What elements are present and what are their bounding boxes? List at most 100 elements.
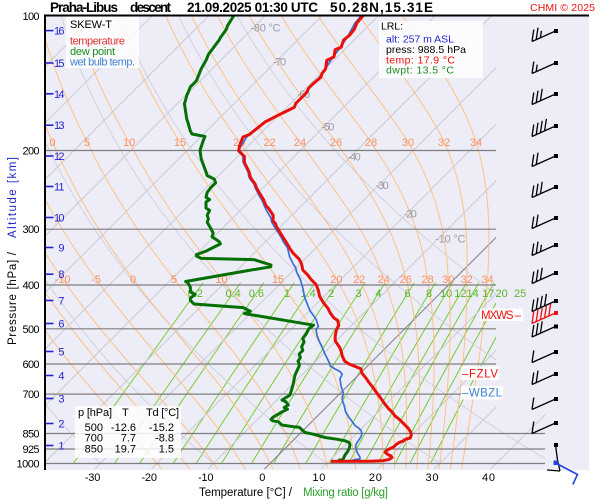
svg-text:24: 24 [294, 137, 306, 149]
svg-text:8: 8 [58, 269, 64, 281]
svg-text:40: 40 [482, 472, 495, 484]
svg-text:100: 100 [23, 11, 40, 23]
svg-text:0: 0 [130, 274, 136, 286]
svg-text:34: 34 [481, 274, 493, 286]
svg-text:MXWS –: MXWS – [481, 310, 522, 322]
svg-text:temp: 17.9 °C: temp: 17.9 °C [386, 55, 455, 67]
svg-text:-30: -30 [85, 472, 101, 484]
svg-text:5: 5 [84, 137, 90, 149]
svg-text:25: 25 [514, 288, 526, 300]
svg-text:wet bulb temp.: wet bulb temp. [69, 57, 135, 69]
svg-text:2: 2 [328, 288, 334, 300]
svg-text:28: 28 [421, 274, 433, 286]
svg-text:3: 3 [355, 288, 361, 300]
svg-text:3: 3 [58, 394, 64, 406]
svg-text:19.7: 19.7 [115, 443, 136, 455]
svg-text:1.5: 1.5 [159, 443, 174, 455]
svg-text:1000: 1000 [17, 459, 40, 471]
svg-text:30: 30 [442, 274, 454, 286]
svg-text:-20: -20 [404, 209, 417, 221]
svg-text:-8.8: -8.8 [155, 433, 174, 445]
svg-text:17: 17 [482, 288, 494, 300]
svg-text:alt: 257 m ASL: alt: 257 m ASL [386, 34, 454, 46]
svg-text:500: 500 [23, 324, 40, 336]
svg-text:-40: -40 [348, 152, 361, 164]
svg-text:14: 14 [54, 89, 65, 101]
svg-text:5: 5 [58, 347, 64, 359]
svg-text:22: 22 [353, 274, 365, 286]
svg-text:0: 0 [259, 472, 265, 484]
svg-text:Mixing ratio [g/kg]: Mixing ratio [g/kg] [303, 487, 388, 499]
svg-text:300: 300 [23, 224, 40, 236]
svg-text:24: 24 [378, 274, 390, 286]
svg-text:400: 400 [23, 280, 40, 292]
svg-text:-10: -10 [198, 472, 214, 484]
svg-text:-50: -50 [321, 121, 334, 133]
svg-text:20: 20 [369, 472, 382, 484]
svg-text:8: 8 [426, 288, 432, 300]
svg-text:6: 6 [405, 288, 411, 300]
svg-text:0.4: 0.4 [225, 288, 240, 300]
svg-text:SKEW-T: SKEW-T [70, 19, 112, 31]
svg-text:Praha-Libus: Praha-Libus [50, 0, 118, 15]
svg-text:press: 988.5 hPa: press: 988.5 hPa [386, 44, 466, 56]
svg-text:dwpt: 13.5 °C: dwpt: 13.5 °C [386, 65, 454, 77]
svg-text:–FZLV: –FZLV [462, 369, 498, 381]
svg-text:4: 4 [375, 288, 381, 300]
svg-text:1: 1 [284, 288, 290, 300]
svg-text:CHMI © 2025: CHMI © 2025 [530, 2, 595, 14]
svg-text:LRL:: LRL: [381, 21, 403, 33]
svg-text:28: 28 [365, 137, 377, 149]
svg-text:30: 30 [426, 472, 439, 484]
svg-text:7: 7 [58, 296, 64, 308]
svg-text:32: 32 [461, 274, 473, 286]
svg-text:13: 13 [54, 120, 65, 132]
svg-text:-5: -5 [91, 274, 101, 286]
svg-text:15: 15 [174, 137, 186, 149]
svg-text:10: 10 [54, 213, 65, 225]
svg-text:15: 15 [54, 58, 65, 70]
svg-text:descent: descent [130, 0, 172, 15]
svg-text:12: 12 [54, 151, 65, 163]
svg-text:-30: -30 [376, 180, 389, 192]
svg-text:30: 30 [402, 137, 414, 149]
svg-text:11: 11 [54, 182, 65, 194]
svg-text:Temperature [°C] /: Temperature [°C] / [199, 487, 293, 499]
svg-text:32: 32 [438, 137, 450, 149]
svg-text:26: 26 [330, 137, 342, 149]
svg-text:21.09.2025 01:30 UTC: 21.09.2025 01:30 UTC [187, 0, 318, 15]
svg-text:925: 925 [23, 444, 40, 456]
svg-text:0: 0 [50, 137, 56, 149]
svg-text:T: T [122, 407, 129, 419]
svg-text:1: 1 [58, 441, 64, 453]
svg-text:0.6: 0.6 [249, 288, 264, 300]
svg-text:-80 °C: -80 °C [251, 23, 281, 35]
svg-text:Altitude [km]: Altitude [km] [7, 157, 19, 238]
svg-text:–WBZL: –WBZL [462, 388, 503, 400]
svg-text:10: 10 [312, 472, 325, 484]
svg-text:34: 34 [470, 137, 482, 149]
svg-text:22: 22 [263, 137, 275, 149]
svg-text:850: 850 [23, 429, 40, 441]
svg-text:15: 15 [272, 274, 284, 286]
svg-text:20: 20 [330, 274, 342, 286]
svg-text:Pressure [hPa] /: Pressure [hPa] / [7, 251, 19, 345]
svg-text:200: 200 [23, 146, 40, 158]
svg-text:600: 600 [23, 359, 40, 371]
svg-text:9: 9 [58, 243, 64, 255]
svg-text:50.28N,15.31E: 50.28N,15.31E [330, 0, 433, 15]
svg-text:dew point: dew point [70, 46, 115, 58]
svg-text:-12.6: -12.6 [111, 422, 136, 434]
svg-text:10: 10 [123, 137, 135, 149]
svg-text:-10 °C: -10 °C [435, 234, 465, 246]
svg-text:26: 26 [400, 274, 412, 286]
svg-text:7.7: 7.7 [121, 433, 136, 445]
svg-text:-70: -70 [273, 57, 286, 69]
svg-text:500: 500 [85, 422, 103, 434]
svg-text:5: 5 [171, 274, 177, 286]
svg-text:4: 4 [58, 371, 64, 383]
svg-text:700: 700 [85, 433, 103, 445]
svg-text:700: 700 [23, 389, 40, 401]
svg-text:-10: -10 [55, 274, 71, 286]
svg-text:-20: -20 [141, 472, 157, 484]
